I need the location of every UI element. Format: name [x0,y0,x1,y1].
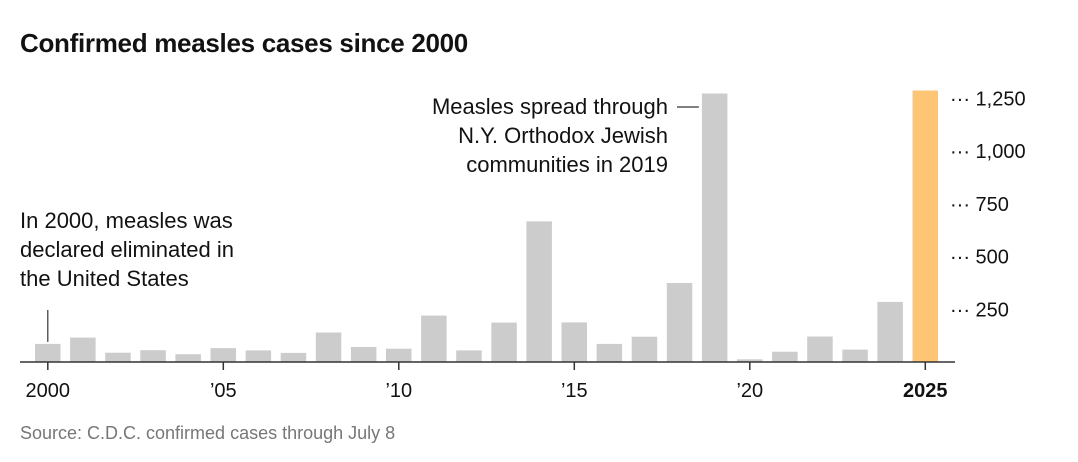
annotation-2000-line: In 2000, measles was [20,208,233,233]
annotation-2000-line: declared eliminated in [20,237,234,262]
annotation-2019-line: N.Y. Orthodox Jewish [458,123,668,148]
bar-2022 [807,336,833,362]
x-tick-label: ’20 [736,380,763,402]
x-tick-label: 2025 [903,380,948,402]
bar-2012 [456,350,482,362]
bar-2010 [386,348,412,362]
x-tick-label: ’05 [210,380,237,402]
bar-2019 [701,93,728,362]
bar-2017 [631,336,658,362]
chart-title: Confirmed measles cases since 2000 [20,28,468,58]
source-note: Source: C.D.C. confirmed cases through J… [20,423,396,443]
annotation-2019-line: communities in 2019 [466,152,668,177]
bar-2021 [772,351,798,362]
y-tick-label: ··· 250 [950,299,1009,321]
y-tick-label: ··· 1,000 [950,141,1026,163]
bar-2008 [315,332,342,362]
bar-2016 [596,343,623,362]
bar-2009 [350,347,377,362]
y-axis: ··· 250 ··· 500 ··· 750 ··· 1,000 ··· 1,250 [950,89,1026,322]
bar-2018 [666,283,693,362]
bar-2002 [105,352,131,362]
bars [35,90,938,362]
y-tick-label: ··· 500 [950,247,1009,269]
bar-2011 [421,315,447,362]
x-tick-label: ’15 [561,380,588,402]
bar-2024 [877,301,903,362]
bar-2014 [526,221,552,362]
x-tick-label: ’10 [385,380,412,402]
bar-2000 [35,343,61,362]
bar-2023 [842,349,868,362]
annotations: In 2000, measles was declared eliminated … [20,94,699,342]
y-tick-label: ··· 750 [950,194,1009,216]
bar-2007 [280,352,307,362]
bar-2004 [175,354,201,362]
bar-2025 [912,90,938,362]
annotation-2000-line: the United States [20,266,189,291]
x-tick-label: 2000 [26,380,71,402]
bar-2013 [491,322,517,362]
bar-2005 [210,348,236,362]
annotation-2019-line: Measles spread through [432,94,668,119]
x-axis: 2000 ’05 ’10 ’15 ’20 2025 [20,361,955,402]
bar-2015 [561,322,587,362]
bar-2003 [140,350,166,362]
bar-2020 [737,359,763,362]
y-tick-label: ··· 1,250 [950,89,1026,111]
bar-2001 [70,337,96,362]
bar-2006 [245,350,272,362]
